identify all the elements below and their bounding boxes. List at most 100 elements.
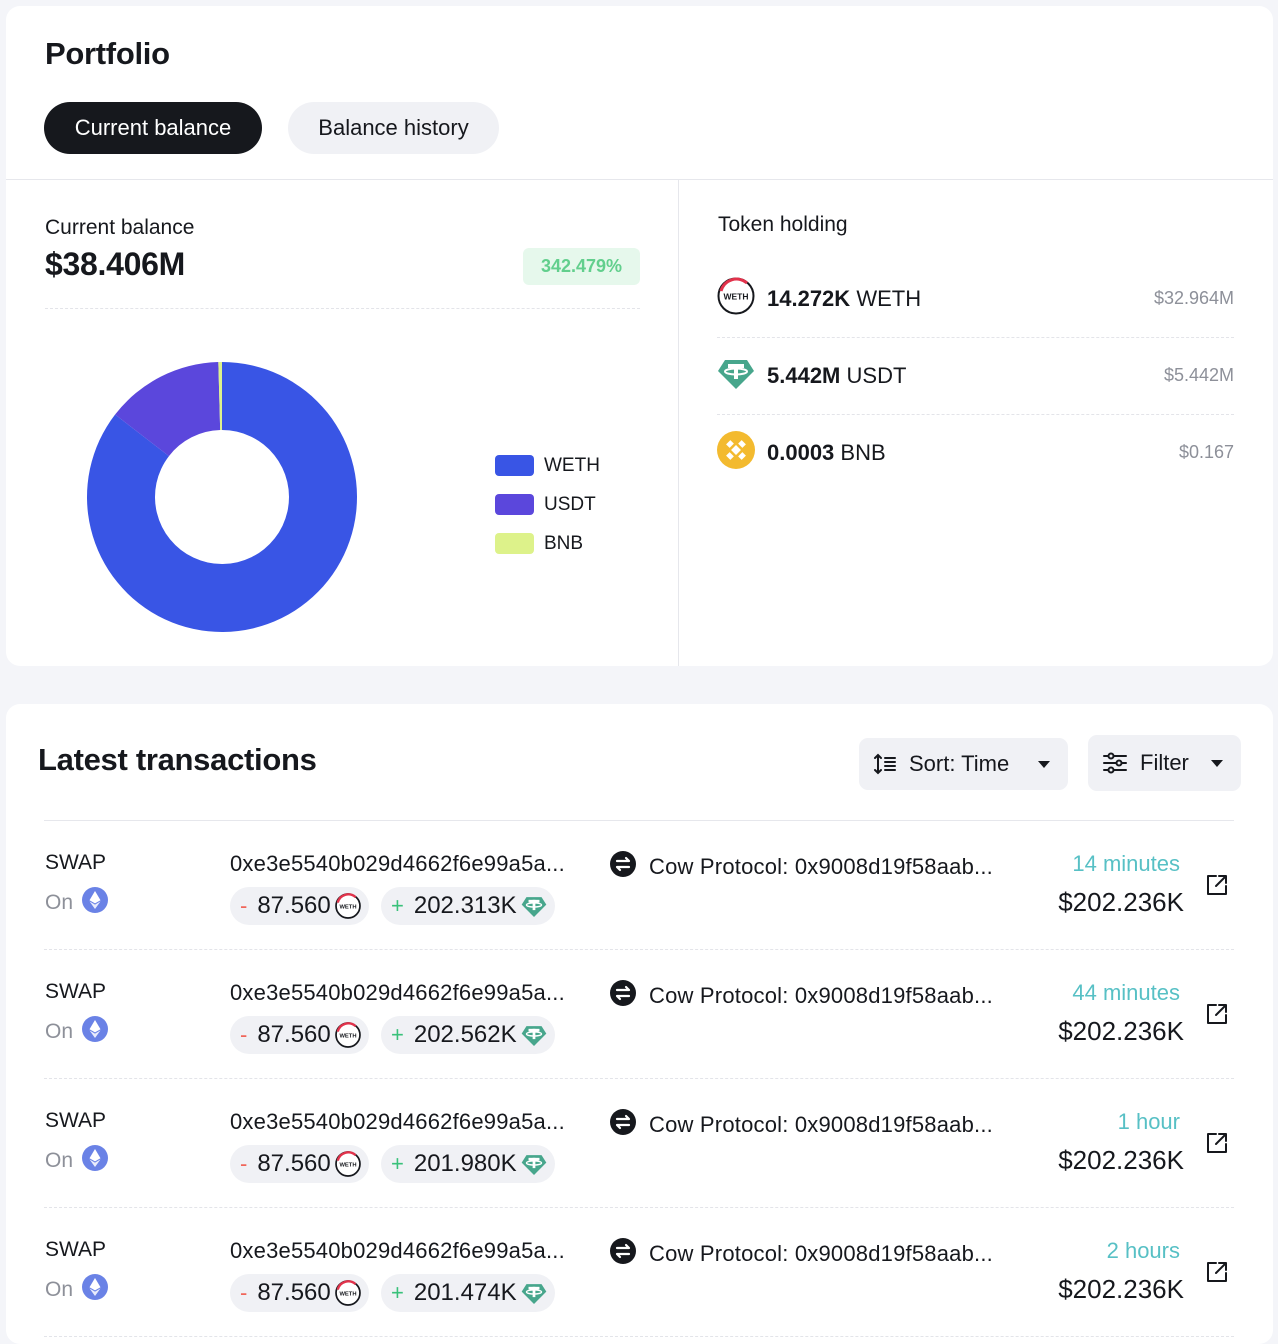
usdt-icon bbox=[521, 893, 547, 919]
protocol-info: Cow Protocol: 0x9008d19f58aab... bbox=[610, 1238, 1011, 1270]
weth-icon: WETH bbox=[717, 277, 755, 320]
protocol-info: Cow Protocol: 0x9008d19f58aab... bbox=[610, 980, 1011, 1012]
sort-icon bbox=[873, 752, 897, 776]
transaction-hash-link[interactable]: 0xe3e5540b029d4662f6e99a5a... bbox=[230, 1109, 565, 1134]
change-percent-badge: 342.479% bbox=[523, 248, 640, 285]
divider bbox=[44, 1078, 1234, 1079]
ethereum-icon bbox=[82, 887, 109, 919]
token-out-chip: - 87.560 WETH bbox=[230, 887, 369, 925]
transaction-type: SWAP bbox=[45, 980, 107, 1003]
chain-on-label: On bbox=[45, 1149, 74, 1172]
token-symbol: WETH bbox=[856, 285, 922, 311]
svg-text:WETH: WETH bbox=[339, 1162, 356, 1168]
token-row-bnb: 0.0003 BNB $0.167 bbox=[717, 414, 1234, 491]
transaction-hash-link[interactable]: 0xe3e5540b029d4662f6e99a5a... bbox=[230, 1238, 565, 1263]
token-out-chip: - 87.560 WETH bbox=[230, 1274, 369, 1312]
filter-icon bbox=[1102, 751, 1128, 775]
external-link-icon[interactable] bbox=[1205, 873, 1229, 902]
legend-item-usdt: USDT bbox=[495, 485, 600, 524]
token-out-amount: 87.560 bbox=[257, 892, 331, 919]
protocol-address-link[interactable]: Cow Protocol: 0x9008d19f58aab... bbox=[649, 1241, 993, 1266]
token-amount: 0.0003 bbox=[767, 439, 835, 465]
chain-on-label: On bbox=[45, 1278, 74, 1301]
transaction-usd-value: $202.236K bbox=[1058, 1145, 1184, 1175]
plus-sign: + bbox=[391, 1151, 404, 1176]
legend-label: WETH bbox=[544, 454, 600, 476]
filter-dropdown[interactable]: Filter bbox=[1088, 735, 1241, 791]
token-out-chip: - 87.560 WETH bbox=[230, 1145, 369, 1183]
legend-swatch-weth bbox=[495, 455, 534, 476]
transaction-type: SWAP bbox=[45, 1238, 107, 1261]
allocation-donut-chart bbox=[87, 362, 358, 632]
token-usd-value: $5.442M bbox=[1163, 365, 1234, 385]
ethereum-icon bbox=[82, 1145, 109, 1177]
legend-item-weth: WETH bbox=[495, 446, 600, 485]
minus-sign: - bbox=[240, 1022, 248, 1047]
chevron-down-icon bbox=[1038, 760, 1050, 768]
transaction-hash-link[interactable]: 0xe3e5540b029d4662f6e99a5a... bbox=[230, 851, 565, 876]
swap-arrows-icon bbox=[610, 980, 636, 1012]
minus-sign: - bbox=[240, 893, 248, 918]
transaction-usd-value: $202.236K bbox=[1058, 887, 1184, 917]
legend-label: USDT bbox=[544, 493, 596, 515]
usdt-icon bbox=[521, 1280, 547, 1306]
weth-icon: WETH bbox=[334, 893, 361, 919]
external-link-icon[interactable] bbox=[1205, 1260, 1229, 1289]
protocol-address-link[interactable]: Cow Protocol: 0x9008d19f58aab... bbox=[649, 854, 993, 879]
donut-slice-bnb bbox=[218, 362, 222, 431]
divider bbox=[44, 1207, 1234, 1208]
ethereum-icon bbox=[82, 1274, 109, 1306]
divider bbox=[717, 337, 1234, 338]
external-link-icon[interactable] bbox=[1205, 1002, 1229, 1031]
transaction-row[interactable]: SWAP On 0xe3e5540b029d4662f6e99a5a... - … bbox=[6, 950, 1273, 1079]
transaction-row[interactable]: SWAP On 0xe3e5540b029d4662f6e99a5a... - … bbox=[6, 1079, 1273, 1208]
transaction-type: SWAP bbox=[45, 851, 107, 874]
svg-text:WETH: WETH bbox=[339, 1033, 356, 1039]
minus-sign: - bbox=[240, 1151, 248, 1176]
token-row-weth: WETH 14.272K WETH $32.964M bbox=[717, 260, 1234, 337]
transaction-hash-link[interactable]: 0xe3e5540b029d4662f6e99a5a... bbox=[230, 980, 565, 1005]
legend-swatch-usdt bbox=[495, 494, 534, 515]
chain-on-label: On bbox=[45, 891, 74, 914]
token-usd-value: $32.964M bbox=[1153, 288, 1234, 308]
protocol-info: Cow Protocol: 0x9008d19f58aab... bbox=[610, 851, 1011, 883]
legend-label: BNB bbox=[544, 532, 584, 554]
donut-slice-weth bbox=[87, 362, 358, 632]
plus-sign: + bbox=[391, 1280, 404, 1305]
usdt-icon bbox=[521, 1151, 547, 1177]
token-holding-label: Token holding bbox=[718, 213, 848, 236]
weth-icon: WETH bbox=[334, 1151, 361, 1177]
plus-sign: + bbox=[391, 1022, 404, 1047]
token-symbol: BNB bbox=[840, 439, 886, 465]
tab-current-balance[interactable]: Current balance bbox=[44, 102, 262, 154]
plus-sign: + bbox=[391, 893, 404, 918]
ethereum-icon bbox=[82, 1016, 109, 1048]
current-balance-label: Current balance bbox=[45, 216, 195, 239]
token-in-amount: 201.474K bbox=[413, 1279, 517, 1306]
token-in-chip: + 201.474K bbox=[381, 1274, 555, 1312]
usdt-icon bbox=[521, 1022, 547, 1048]
divider bbox=[717, 414, 1234, 415]
transaction-row[interactable]: SWAP On 0xe3e5540b029d4662f6e99a5a... - … bbox=[6, 821, 1273, 950]
protocol-address-link[interactable]: Cow Protocol: 0x9008d19f58aab... bbox=[649, 983, 993, 1008]
external-link-icon[interactable] bbox=[1205, 1131, 1229, 1160]
chart-legend: WETH USDT BNB bbox=[495, 446, 600, 563]
token-in-chip: + 202.313K bbox=[381, 887, 555, 925]
protocol-info: Cow Protocol: 0x9008d19f58aab... bbox=[610, 1109, 1011, 1141]
svg-text:WETH: WETH bbox=[339, 904, 356, 910]
transaction-type: SWAP bbox=[45, 1109, 107, 1132]
current-balance-value: $38.406M bbox=[45, 246, 185, 282]
tab-balance-history[interactable]: Balance history bbox=[288, 102, 499, 154]
protocol-address-link[interactable]: Cow Protocol: 0x9008d19f58aab... bbox=[649, 1112, 993, 1137]
token-usd-value: $0.167 bbox=[1178, 442, 1234, 462]
legend-swatch-bnb bbox=[495, 533, 534, 554]
weth-icon: WETH bbox=[334, 1280, 361, 1306]
chain-indicator: On bbox=[45, 1145, 109, 1177]
swap-arrows-icon bbox=[610, 1238, 636, 1270]
chain-indicator: On bbox=[45, 1274, 109, 1306]
sort-dropdown[interactable]: Sort: Time bbox=[859, 738, 1068, 790]
chain-indicator: On bbox=[45, 887, 109, 919]
divider bbox=[44, 1336, 1234, 1337]
token-out-amount: 87.560 bbox=[257, 1021, 331, 1048]
transaction-row[interactable]: SWAP On 0xe3e5540b029d4662f6e99a5a... - … bbox=[6, 1208, 1273, 1337]
